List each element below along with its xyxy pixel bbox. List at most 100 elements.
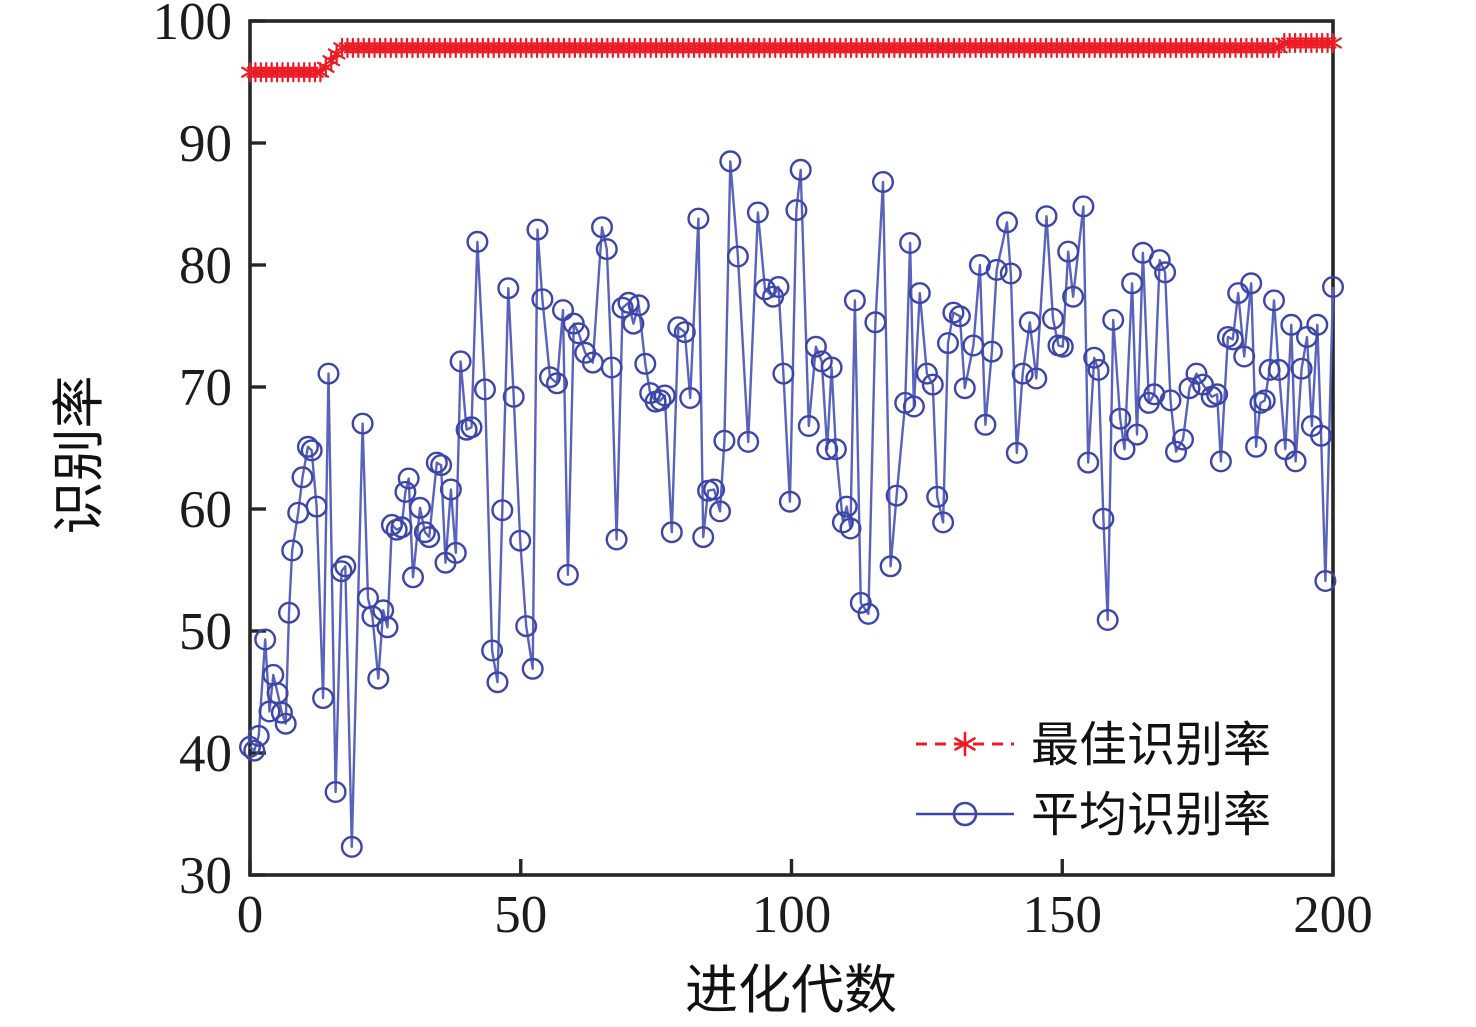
average-rate-circle-marker	[660, 521, 683, 544]
average-rate-circle-marker	[595, 238, 618, 261]
average-rate-circle-marker	[719, 150, 742, 173]
average-rate-circle-marker	[1018, 311, 1041, 334]
y-tick-label: 50	[179, 603, 232, 661]
average-rate-circle-marker	[390, 516, 413, 539]
y-tick-label: 40	[179, 725, 232, 783]
average-rate-circle-marker	[767, 276, 790, 299]
average-rate-circle-marker	[843, 289, 866, 312]
average-rate-circle-marker	[1321, 276, 1344, 299]
legend-average-circle-icon	[952, 801, 978, 827]
x-tick-label: 50	[494, 886, 547, 944]
average-rate-circle-marker	[497, 277, 520, 300]
average-rate-circle-marker	[974, 413, 997, 436]
average-rate-circle-marker	[915, 362, 938, 385]
average-rate-circle-marker	[709, 500, 732, 523]
legend-average-label: 平均识别率	[1031, 789, 1271, 842]
average-rate-circle-marker	[872, 170, 895, 193]
legend-best-asterisk-icon	[954, 731, 976, 757]
average-rate-circle-marker	[1077, 451, 1100, 474]
average-rate-circle-marker	[703, 478, 726, 501]
average-rate-circle-marker	[849, 591, 872, 614]
average-rate-circle-marker	[491, 499, 514, 522]
average-rate-circle-marker	[361, 605, 384, 628]
average-rate-circle-marker	[789, 158, 812, 181]
average-rate-circle-marker	[409, 496, 432, 519]
y-tick-label: 90	[179, 115, 232, 173]
average-rate-circle-marker	[515, 615, 538, 638]
average-rate-circle-marker	[291, 466, 314, 489]
average-rate-circle-marker	[797, 415, 820, 438]
best-rate-asterisk-marker	[1324, 32, 1342, 54]
average-rate-circle-marker	[1109, 407, 1132, 430]
average-rate-circle-marker	[737, 430, 760, 453]
average-rate-circle-marker	[921, 373, 944, 396]
average-rate-circle-marker	[334, 555, 357, 578]
average-rate-circle-marker	[857, 602, 880, 625]
average-rate-circle-marker	[804, 335, 827, 358]
average-rate-circle-marker	[1233, 345, 1256, 368]
average-rate-circle-marker	[552, 299, 575, 322]
average-rate-circle-marker	[908, 282, 931, 305]
average-rate-circle-marker	[1249, 391, 1272, 414]
average-rate-circle-marker	[1240, 272, 1263, 295]
average-rate-circle-marker	[591, 216, 614, 239]
average-rate-circle-marker	[418, 526, 441, 549]
average-rate-circle-marker	[968, 253, 991, 276]
average-rate-circle-marker	[1087, 358, 1110, 381]
average-rate-circle-marker	[1209, 450, 1232, 473]
best-rate-markers	[241, 32, 1342, 83]
average-rate-circle-marker	[394, 480, 417, 503]
average-rate-circle-marker	[1314, 570, 1337, 593]
average-rate-markers	[238, 150, 1344, 858]
average-rate-circle-marker	[1171, 428, 1194, 451]
average-rate-circle-marker	[1221, 328, 1244, 351]
average-rate-circle-marker	[1121, 272, 1144, 295]
average-rate-circle-marker	[258, 700, 281, 723]
average-rate-circle-marker	[1025, 367, 1048, 390]
average-rate-circle-marker	[1057, 240, 1080, 263]
average-rate-circle-marker	[1267, 358, 1290, 381]
average-rate-circle-marker	[1083, 346, 1106, 369]
average-rate-circle-marker	[372, 599, 395, 622]
average-rate-circle-marker	[1280, 313, 1303, 336]
average-rate-circle-marker	[687, 207, 710, 230]
average-rate-circle-marker	[1164, 440, 1187, 463]
average-rate-circle-marker	[899, 231, 922, 254]
average-rate-circle-marker	[980, 340, 1003, 363]
average-rate-circle-marker	[1041, 307, 1064, 330]
average-rate-circle-marker	[474, 378, 497, 401]
average-rate-circle-marker	[634, 352, 657, 375]
legend-best-label: 最佳识别率	[1031, 719, 1271, 772]
average-rate-circle-marker	[824, 438, 847, 461]
average-rate-circle-marker	[466, 230, 489, 253]
average-rate-circle-marker	[1125, 423, 1148, 446]
average-rate-circle-marker	[932, 511, 955, 534]
average-rate-circle-marker	[324, 781, 347, 804]
average-rate-circle-marker	[600, 356, 623, 379]
x-axis-label: 进化代数	[685, 962, 897, 1020]
average-rate-line	[249, 160, 1335, 849]
average-rate-circle-marker	[864, 311, 887, 334]
average-rate-circle-marker	[270, 701, 293, 724]
average-rate-circle-marker	[937, 332, 960, 355]
average-rate-circle-marker	[1306, 313, 1329, 336]
average-rate-circle-marker	[531, 288, 554, 311]
average-rate-circle-marker	[649, 389, 672, 412]
average-rate-circle-marker	[486, 671, 509, 694]
x-tick-label: 150	[1023, 886, 1103, 944]
average-rate-circle-marker	[312, 687, 335, 710]
average-rate-circle-marker	[1262, 289, 1285, 312]
average-rate-circle-marker	[1258, 358, 1281, 381]
average-rate-circle-marker	[397, 467, 420, 490]
average-rate-circle-marker	[1113, 438, 1136, 461]
average-rate-circle-marker	[692, 526, 715, 549]
average-rate-circle-marker	[1096, 609, 1119, 632]
average-rate-circle-marker	[785, 199, 808, 222]
average-rate-circle-marker	[726, 245, 749, 268]
average-rate-circle-marker	[425, 451, 448, 474]
average-rate-circle-marker	[509, 529, 532, 552]
average-rate-circle-marker	[367, 667, 390, 690]
average-rate-circle-marker	[816, 438, 839, 461]
